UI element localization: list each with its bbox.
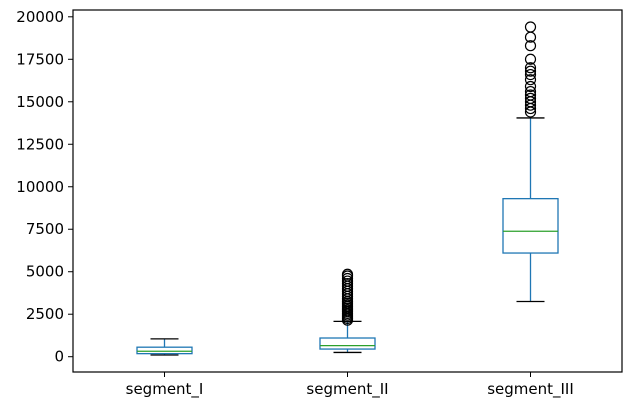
iqr-box (136, 346, 193, 355)
outlier-point (341, 268, 354, 280)
axes-frame (72, 9, 623, 373)
iqr-box (319, 337, 376, 350)
y-axis: 0 2500 5000 7500 10000 12500 15000 17500 20000 (16, 8, 73, 366)
box-segment_III (502, 21, 559, 303)
y-tick-label: 15000 (16, 93, 64, 111)
outlier-point (524, 40, 537, 52)
y-tick-label: 0 (54, 348, 64, 366)
y-tick-label: 12500 (16, 135, 64, 153)
outlier-point (524, 53, 537, 65)
y-tick-label: 17500 (16, 50, 64, 68)
outlier-point (524, 68, 537, 81)
outlier-point (524, 92, 537, 104)
y-tick-label: 5000 (26, 263, 64, 281)
outlier-point (524, 74, 537, 86)
box-segment_I (136, 338, 193, 356)
outlier-point (524, 89, 537, 101)
iqr-box (502, 197, 559, 254)
outlier-point (524, 85, 537, 98)
box-segment_II (319, 268, 376, 354)
y-tick-label: 10000 (16, 178, 64, 196)
y-tick-label: 7500 (26, 220, 64, 238)
outlier-point (524, 62, 537, 74)
x-tick-label-segment_II: segment_II (306, 380, 388, 399)
plot-marks (136, 21, 559, 356)
x-tick-label-segment_I: segment_I (126, 380, 204, 399)
outlier-point (524, 80, 537, 93)
outlier-point (341, 278, 354, 290)
outlier-point (524, 21, 537, 33)
y-tick-label: 20000 (16, 8, 64, 26)
outlier-point (341, 275, 354, 287)
outlier-point (524, 65, 537, 77)
x-axis: segment_I segment_II segment_III (126, 372, 574, 399)
x-tick-label-segment_III: segment_III (487, 380, 574, 399)
y-tick-label: 2500 (26, 305, 64, 323)
outlier-point (341, 272, 354, 285)
